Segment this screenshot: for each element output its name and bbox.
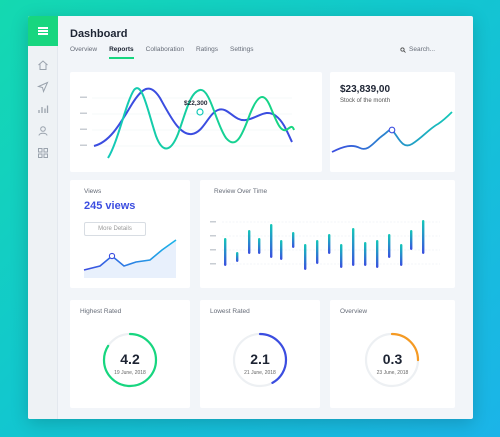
page-title: Dashboard xyxy=(70,28,128,40)
review-bar xyxy=(422,220,425,254)
y-tick xyxy=(80,128,87,130)
hamburger-icon xyxy=(38,27,48,35)
review-y-tick xyxy=(210,249,216,251)
tab-collaboration[interactable]: Collaboration xyxy=(145,46,184,53)
review-bar xyxy=(352,228,355,266)
review-bar xyxy=(258,238,261,254)
lowest-rated-value: 2.1 xyxy=(250,351,270,367)
views-area-chart xyxy=(83,239,177,278)
views-value: 245 views xyxy=(84,200,136,212)
gauge-arc xyxy=(364,332,420,388)
lowest-rated-card: Lowest Rated 2.1 21 June, 2018 xyxy=(200,300,320,408)
review-bar xyxy=(292,232,295,248)
views-line xyxy=(83,239,177,271)
stock-line-chart xyxy=(331,111,453,153)
review-bar xyxy=(328,234,331,254)
review-bar xyxy=(248,230,251,254)
review-bar xyxy=(400,244,403,266)
review-bar xyxy=(270,224,273,258)
tab-ratings[interactable]: Ratings xyxy=(195,46,219,53)
review-y-tick xyxy=(210,235,216,237)
review-bar xyxy=(304,244,307,270)
user-icon[interactable] xyxy=(36,124,50,138)
search-box[interactable]: Search... xyxy=(400,46,435,53)
overview-label: Overview xyxy=(340,308,368,315)
stock-card: $23,839,00 Stock of the month xyxy=(330,72,455,172)
gauge-arc xyxy=(102,332,158,388)
highlight-point[interactable] xyxy=(196,108,204,116)
stock-value: $23,839,00 xyxy=(340,84,391,95)
grid-icon[interactable] xyxy=(36,146,50,160)
bar-chart-icon[interactable] xyxy=(36,102,50,116)
review-y-tick xyxy=(210,263,216,265)
tab-settings[interactable]: Settings xyxy=(230,46,254,53)
review-bar xyxy=(410,230,413,250)
review-bar xyxy=(376,240,379,268)
highest-rated-label: Highest Rated xyxy=(80,308,122,315)
y-tick xyxy=(80,96,87,98)
review-label: Review Over Time xyxy=(214,188,268,195)
sidebar xyxy=(28,16,58,419)
overview-date: 23 June, 2018 xyxy=(376,370,409,376)
lowest-rated-gauge xyxy=(232,332,288,388)
review-y-tick xyxy=(210,221,216,223)
y-tick xyxy=(80,112,87,114)
review-bar xyxy=(340,244,343,268)
review-bar xyxy=(316,240,319,264)
series-green-line xyxy=(107,87,295,159)
review-grid xyxy=(222,221,440,265)
review-bar-chart xyxy=(210,220,440,270)
stock-label: Stock of the month xyxy=(340,98,391,104)
highest-rated-card: Highest Rated 4.2 19 June, 2018 xyxy=(70,300,190,408)
tab-reports[interactable]: Reports xyxy=(109,46,134,59)
chart-annotation: $22,300 xyxy=(184,100,208,107)
highest-rated-gauge xyxy=(102,332,158,388)
views-point[interactable] xyxy=(108,252,116,260)
more-details-button[interactable]: More Details xyxy=(84,222,146,236)
main-chart-card: $22,300 xyxy=(70,72,322,172)
tab-bar: Overview Reports Collaboration Ratings S… xyxy=(70,46,266,59)
main-wave-chart: $22,300 xyxy=(80,87,295,159)
review-bar xyxy=(280,240,283,260)
overview-gauge xyxy=(364,332,420,388)
review-bar xyxy=(364,242,367,266)
review-bar xyxy=(224,238,227,266)
search-input[interactable]: Search... xyxy=(409,46,436,53)
overview-value: 0.3 xyxy=(382,351,403,367)
overview-card: Overview 0.3 23 June, 2018 xyxy=(330,300,455,408)
highest-rated-value: 4.2 xyxy=(120,351,140,367)
views-label: Views xyxy=(84,188,102,195)
highest-rated-date: 19 June, 2018 xyxy=(114,370,146,376)
gauge-arc xyxy=(232,332,288,388)
home-icon[interactable] xyxy=(36,58,50,72)
review-bar xyxy=(388,234,391,258)
lowest-rated-date: 21 June, 2018 xyxy=(244,370,276,376)
search-icon xyxy=(400,46,406,53)
menu-button[interactable] xyxy=(28,16,58,46)
lowest-rated-label: Lowest Rated xyxy=(210,308,250,315)
dashboard-window: Dashboard Overview Reports Collaboration… xyxy=(28,16,473,419)
send-icon[interactable] xyxy=(36,80,50,94)
y-tick xyxy=(80,144,87,146)
stock-point[interactable] xyxy=(388,126,396,134)
views-card: Views 245 views More Details xyxy=(70,180,190,288)
tab-overview[interactable]: Overview xyxy=(70,46,98,53)
review-card: Review Over Time xyxy=(200,180,455,288)
views-area-fill xyxy=(84,240,176,278)
header: Dashboard xyxy=(70,28,127,40)
review-bar xyxy=(236,252,239,262)
